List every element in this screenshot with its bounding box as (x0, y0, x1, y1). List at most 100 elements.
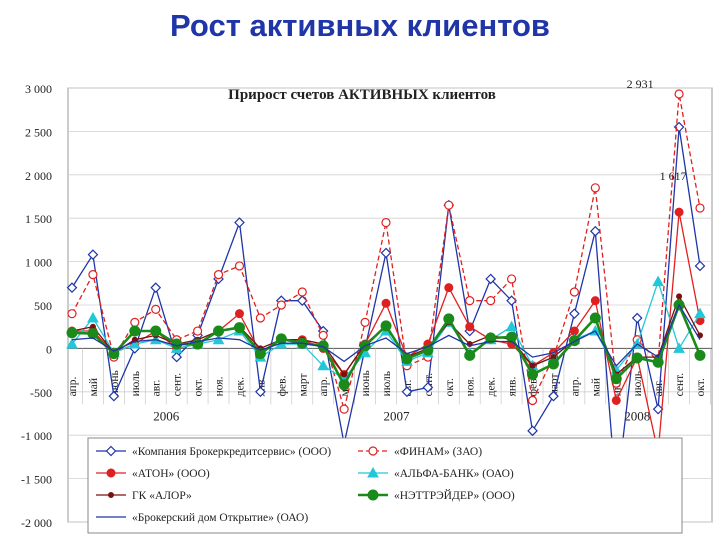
data-point (611, 395, 621, 405)
data-point (486, 296, 496, 306)
data-point (569, 287, 580, 297)
series-line (71, 303, 701, 367)
x-tick-label: ноя. (465, 376, 477, 396)
legend-item: «ФИНАМ» (ЗАО) (358, 446, 482, 458)
data-point (67, 309, 77, 319)
legend-label: ГК «АЛОР» (132, 490, 192, 502)
legend-label: «ФИНАМ» (ЗАО) (394, 446, 482, 458)
legend-item: «Компания Брокеркредитсервис» (ООО) (96, 445, 331, 458)
data-point (464, 349, 476, 361)
x-tick-label: июль (130, 371, 142, 396)
data-point (108, 390, 120, 402)
x-tick-label: дек. (234, 377, 246, 397)
data-point (213, 325, 225, 337)
data-point (66, 327, 78, 339)
legend-item: «НЭТТРЭЙДЕР» (ООО) (358, 488, 515, 502)
data-point (465, 296, 475, 306)
series-6 (71, 303, 701, 367)
x-tick-label: апр. (67, 377, 79, 397)
series-5 (66, 299, 706, 391)
data-point (590, 296, 600, 306)
x-tick-label: май (88, 378, 100, 396)
legend-item: «АТОН» (ООО) (96, 468, 210, 480)
x-tick-label: сент. (172, 373, 184, 397)
legend-item: «АЛЬФА-БАНК» (ОАО) (358, 466, 514, 480)
data-point (695, 203, 705, 213)
legend-item: «Брокерский дом Открытие» (ОАО) (96, 512, 308, 524)
data-point (317, 359, 330, 371)
legend: «Компания Брокеркредитсервис» (ООО) «ФИНА… (87, 437, 683, 534)
x-tick-label: июль (381, 371, 393, 396)
data-point (213, 270, 224, 280)
data-point (527, 395, 538, 406)
data-point (694, 307, 706, 319)
x-tick-label: окт. (193, 378, 205, 396)
data-point (694, 260, 706, 272)
data-point (589, 225, 601, 237)
data-point (128, 338, 141, 349)
data-point (233, 322, 245, 334)
x-tick-label: май (590, 378, 602, 396)
series-layer (66, 89, 706, 502)
legend-label: «Компания Брокеркредитсервис» (ООО) (132, 446, 331, 458)
x-tick-label: ноя. (214, 376, 226, 396)
y-tick-label: 2 000 (25, 169, 52, 183)
data-point (506, 331, 518, 343)
data-point (444, 283, 454, 293)
year-label: 2007 (383, 408, 410, 423)
data-point (234, 261, 245, 271)
data-point (87, 328, 99, 340)
y-tick-label: -1 500 (21, 473, 52, 487)
y-tick-label: 500 (34, 299, 52, 313)
data-point (569, 308, 580, 320)
data-point (297, 287, 307, 297)
data-point (631, 312, 643, 324)
data-point (548, 390, 559, 402)
x-tick-label: янв. (507, 377, 519, 397)
data-point (276, 300, 286, 310)
data-point (401, 386, 413, 398)
data-point (193, 326, 203, 336)
y-tick-label: 2 500 (25, 125, 52, 139)
data-point (318, 330, 328, 340)
data-point (254, 348, 266, 360)
y-tick-label: 3 000 (25, 82, 52, 96)
legend-box (87, 437, 683, 534)
data-point (105, 445, 117, 457)
data-point (674, 89, 684, 99)
data-point (255, 313, 265, 323)
data-point (485, 273, 497, 285)
data-point (380, 320, 392, 332)
data-point (255, 386, 266, 398)
data-point (631, 352, 643, 364)
chart-frame: 3 000 2 500 2 000 1 500 1 000 500 0 -500 -1 000 -… (0, 70, 720, 540)
slide-title: Рост активных клиентов (170, 8, 550, 43)
y-tick-label: 0 (46, 342, 52, 356)
line-chart: 3 000 2 500 2 000 1 500 1 000 500 0 -500 -1 000 -… (0, 70, 720, 540)
data-point (367, 466, 379, 478)
x-tick-label: апр. (569, 377, 581, 397)
data-point (87, 311, 99, 323)
legend-label: «Брокерский дом Открытие» (ОАО) (132, 512, 308, 524)
data-point (674, 207, 684, 217)
data-point (652, 403, 664, 415)
data-point (444, 200, 454, 210)
data-point (108, 348, 120, 360)
data-point (275, 333, 287, 345)
x-tick-label: фев. (276, 375, 288, 396)
data-point (129, 325, 141, 337)
data-point (341, 371, 348, 378)
x-tick-label: окт. (444, 378, 456, 396)
data-point (150, 325, 162, 337)
data-point (547, 358, 559, 370)
data-point (610, 373, 622, 385)
data-point (381, 217, 391, 228)
data-point (673, 342, 685, 353)
data-point (507, 274, 517, 284)
year-label: 2006 (153, 408, 180, 423)
data-point (368, 446, 378, 456)
data-point (443, 313, 455, 325)
year-label: 2008 (624, 408, 650, 423)
data-point (338, 379, 350, 391)
data-point (590, 183, 600, 193)
